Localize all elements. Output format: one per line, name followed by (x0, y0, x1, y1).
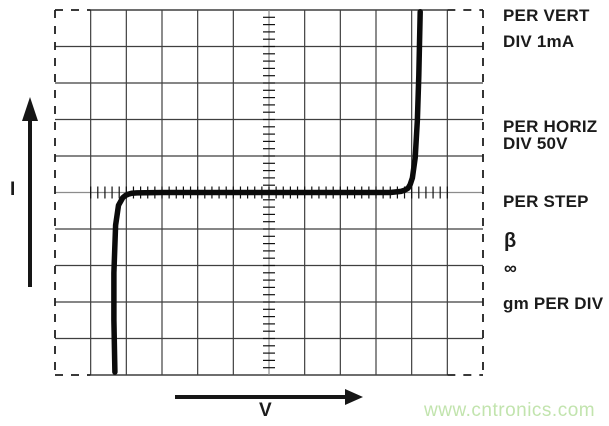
v-axis-arrow (175, 389, 363, 405)
per-step-label: PER STEP (503, 192, 589, 211)
x-axis-label-voltage: V (259, 400, 272, 421)
horiz-scale-value: DIV 50V (503, 134, 568, 153)
infinity-symbol: ∞ (504, 258, 518, 278)
y-axis-label-current: I (10, 179, 16, 200)
per-horiz-label: PER HORIZ (503, 117, 598, 136)
dashed-border (54, 9, 484, 376)
per-vert-label: PER VERT (503, 6, 590, 25)
i-axis-arrow (22, 97, 38, 287)
watermark-text: www.cntronics.com (424, 400, 596, 421)
gm-per-div-label: gm PER DIV (503, 294, 604, 313)
iv-trace-curve (111, 9, 423, 375)
beta-symbol: β (504, 230, 517, 252)
axis-arrows (22, 97, 363, 405)
vert-scale-value: DIV 1mA (503, 32, 575, 51)
